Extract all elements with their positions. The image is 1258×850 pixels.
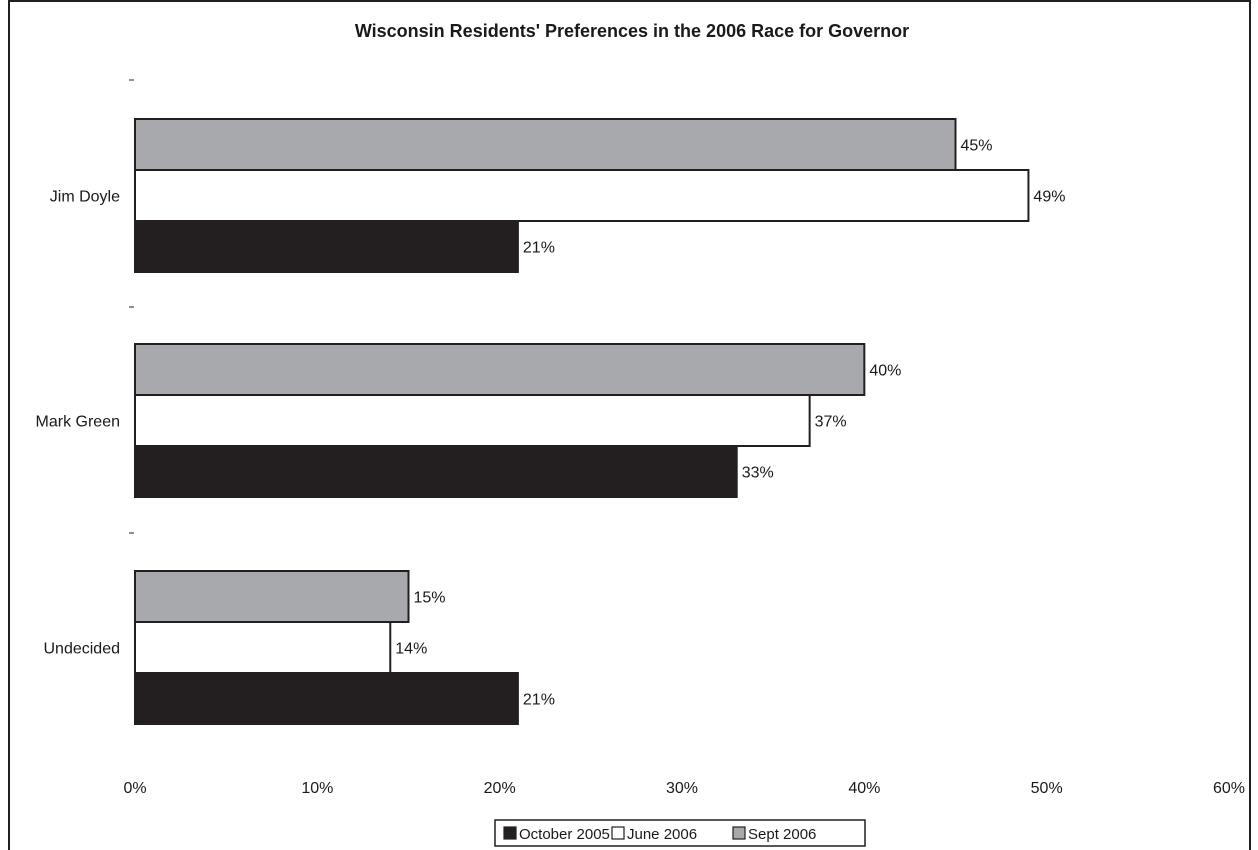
bar-sept-2006 — [134, 570, 410, 623]
bar-sept-2006 — [134, 118, 957, 171]
x-tick-label: 40% — [848, 780, 880, 797]
x-tick-label: 10% — [301, 780, 333, 797]
bar-october-2005 — [134, 220, 519, 273]
legend-label: Sept 2006 — [748, 826, 816, 843]
bar-october-2005 — [134, 672, 519, 725]
legend-label: October 2005 — [519, 826, 610, 843]
legend-swatch — [732, 826, 746, 840]
x-tick-label: 50% — [1031, 780, 1063, 797]
data-label: 15% — [414, 590, 446, 607]
data-label: 37% — [815, 414, 847, 431]
x-tick-label: 20% — [484, 780, 516, 797]
data-label: 14% — [395, 641, 427, 658]
plot-area: 45% 49% 21% Jim Doyle 40% 37% 33% Mark Green 15%… — [36, 79, 1245, 797]
bar-october-2005 — [134, 445, 738, 498]
data-label: 33% — [742, 465, 774, 482]
x-tick-label: 30% — [666, 780, 698, 797]
category-label: Mark Green — [36, 414, 120, 431]
category-label: Undecided — [44, 641, 121, 658]
legend-box — [494, 819, 866, 847]
bar-june-2006 — [134, 394, 811, 447]
data-label: 49% — [1033, 189, 1065, 206]
data-label: 45% — [961, 138, 993, 155]
legend-label: June 2006 — [627, 826, 697, 843]
data-label: 40% — [869, 363, 901, 380]
x-tick-label: 60% — [1213, 780, 1245, 797]
legend-swatch — [503, 826, 517, 840]
chart-legend: October 2005 June 2006 Sept 2006 — [494, 819, 866, 847]
data-label: 21% — [523, 240, 555, 257]
data-label: 21% — [523, 692, 555, 709]
category-label: Jim Doyle — [50, 189, 120, 206]
bar-sept-2006 — [134, 343, 866, 396]
chart-title: Wisconsin Residents' Preferences in the … — [355, 21, 909, 41]
x-tick-label: 0% — [123, 780, 146, 797]
bar-june-2006 — [134, 621, 392, 674]
legend-swatch — [611, 826, 625, 840]
bar-june-2006 — [134, 169, 1030, 222]
